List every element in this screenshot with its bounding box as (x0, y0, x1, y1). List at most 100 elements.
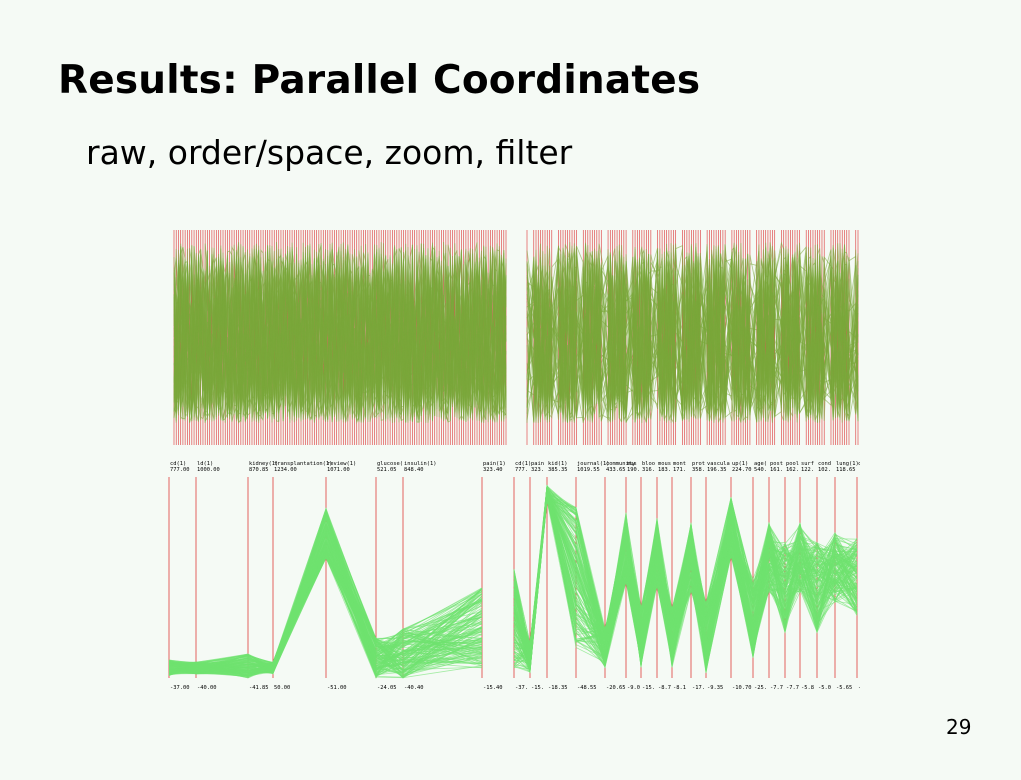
data-polyline (173, 247, 507, 423)
data-polyline (168, 550, 483, 674)
filter-chart-svg: cd(1)777.-37.pain323.-15.kid(1)385.35-18… (513, 461, 860, 691)
axis-name-label: journal(1) (577, 461, 609, 467)
axis-name-label: cd(1) (515, 461, 531, 467)
zoomed-parallel-coordinates-chart: cd(1) 777.00 -37.00 ld(1) 1000.00 -40.00 kidne… (165, 455, 508, 695)
axis-min-label: -37. (515, 685, 528, 691)
axis-name-label: transplantation(1) (274, 461, 332, 467)
axis-max-label: 1019.55 (577, 467, 600, 473)
axis-name-label: cond (818, 461, 831, 467)
axis-name-label: surf (801, 461, 814, 467)
axis-max-label: 777. (515, 467, 528, 473)
data-polyline (168, 539, 483, 679)
data-polyline (513, 489, 858, 658)
axis-name-label: review(1) (327, 461, 356, 467)
axis-min-label: -5.65 (836, 685, 852, 691)
axis-max-label: 1071.00 (327, 467, 350, 473)
axis-name-label: pain (531, 461, 544, 467)
axis-max-label: 870.85 (249, 467, 268, 473)
axis-min-label: -18.35 (548, 685, 567, 691)
axis-name-label: c (858, 461, 860, 467)
axis-max-label: 196.35 (707, 467, 726, 473)
axis-min-label: -24.05 (377, 685, 396, 691)
axis-max-label: 224.70 (732, 467, 751, 473)
axis-max-label: 190. (627, 467, 640, 473)
axis-min-label: -15.40 (483, 685, 502, 691)
axis-max-label: 848.40 (404, 467, 423, 473)
axis-min-label: -48.55 (577, 685, 596, 691)
axis-min-label: -5.0 (818, 685, 831, 691)
axis-max-label: 122. (801, 467, 814, 473)
ordered-parallel-coordinates-chart (525, 230, 860, 445)
axis-max-label: 323. (531, 467, 544, 473)
axis-name-label: kid(1) (548, 461, 567, 467)
axis-min-label: -37.00 (170, 685, 189, 691)
data-polyline (526, 249, 859, 422)
axis-name-label: ld(1) (197, 461, 213, 467)
axis-max-label: 358. (692, 467, 705, 473)
data-polyline (526, 243, 859, 423)
axis-name-label: mous (658, 461, 671, 467)
axis-min-label: - (858, 685, 860, 691)
axis-min-label: -8.7 (658, 685, 671, 691)
axis-min-label: -40.00 (197, 685, 216, 691)
slide-subtitle: raw, order/space, zoom, filter (86, 133, 573, 172)
axis-name-label: cd(1) (170, 461, 186, 467)
axis-name-label: post (770, 461, 783, 467)
axis-name-label: pool (786, 461, 799, 467)
axis-max-label: 323.40 (483, 467, 502, 473)
axis-name-label: age( (754, 461, 767, 467)
axis-min-label: -51.00 (327, 685, 346, 691)
axis-max-label: 183. (658, 467, 671, 473)
axis-min-label: -9.35 (707, 685, 723, 691)
axis-min-label: -41.85 (249, 685, 268, 691)
axis-name-label: prot (692, 461, 705, 467)
page-number: 29 (946, 715, 972, 739)
axis-max-label: 385.35 (548, 467, 567, 473)
axis-name-label: lung(1) (836, 461, 859, 467)
data-polyline (513, 499, 858, 665)
data-polyline (173, 242, 507, 423)
slide-title: Results: Parallel Coordinates (58, 58, 701, 103)
data-polyline (513, 498, 858, 661)
data-polyline (168, 512, 483, 674)
polyline-group (513, 484, 858, 674)
data-polyline (168, 547, 483, 678)
axis-max-label: 540. (754, 467, 767, 473)
data-polyline (513, 492, 858, 664)
data-polyline (513, 493, 858, 663)
axis-min-label: -40.40 (404, 685, 423, 691)
data-polyline (513, 496, 858, 672)
axis-min-label: -8.1 (673, 685, 686, 691)
axis-max-label: 171. (673, 467, 686, 473)
filtered-parallel-coordinates-chart: cd(1) 777. -37. pain 323. -15. kid(1) 385.35 -18… (510, 455, 860, 695)
data-polyline (513, 485, 858, 670)
axis-name-label: bloo (642, 461, 655, 467)
axis-max-label: 102. (818, 467, 831, 473)
data-polyline (526, 243, 859, 423)
axis-max-label: 162. (786, 467, 799, 473)
axis-name-label: vascula (707, 461, 730, 467)
axis-min-label: -17. (692, 685, 705, 691)
axis-name-label: mont (673, 461, 686, 467)
data-polyline (168, 548, 483, 678)
data-polyline (168, 543, 483, 670)
axis-min-label: -5.8 (801, 685, 814, 691)
axis-min-label: -20.65 (606, 685, 625, 691)
axis-name-label: glucose( (377, 461, 403, 467)
axis-min-label: -7.7 (786, 685, 799, 691)
axis-min-label: -10.70 (732, 685, 751, 691)
data-polyline (168, 527, 483, 674)
axis-max-label: 118.65 (836, 467, 855, 473)
axis-max-label: 433.65 (606, 467, 625, 473)
axis-name-label: pain(1) (483, 461, 506, 467)
axis-max-label: 1000.00 (197, 467, 220, 473)
polyline-group (168, 507, 483, 679)
axis-name-label: kidney(1) (249, 461, 278, 467)
axis-max-label: 777.00 (170, 467, 189, 473)
axis-max-label: 521.05 (377, 467, 396, 473)
axis-name-label: mus (627, 461, 637, 467)
ordered-chart-svg (526, 230, 859, 445)
raw-parallel-coordinates-chart (172, 230, 508, 445)
axis-name-label: insulin(1) (404, 461, 436, 467)
axis-name-label: up(1) (732, 461, 748, 467)
